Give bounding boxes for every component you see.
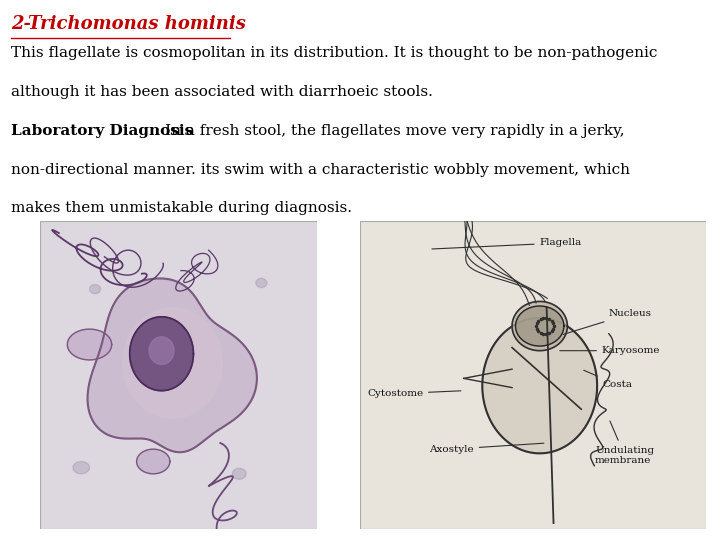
Text: Undulating
membrane: Undulating membrane [595,421,654,465]
Polygon shape [88,279,257,452]
Polygon shape [73,462,89,474]
Text: although it has been associated with diarrhoeic stools.: although it has been associated with dia… [11,85,433,99]
Polygon shape [256,278,267,288]
Circle shape [123,308,222,418]
Polygon shape [130,317,194,390]
Polygon shape [137,449,170,474]
Text: non-directional manner. its swim with a characteristic wobbly movement, which: non-directional manner. its swim with a … [11,163,630,177]
Text: 2-Trichomonas hominis: 2-Trichomonas hominis [11,15,246,33]
Text: makes them unmistakable during diagnosis.: makes them unmistakable during diagnosis… [11,201,352,215]
Polygon shape [482,318,597,454]
Text: Nucleus: Nucleus [563,309,652,334]
Text: Cytostome: Cytostome [367,389,461,399]
Text: This flagellate is cosmopolitan in its distribution. It is thought to be non-pat: This flagellate is cosmopolitan in its d… [11,46,657,60]
Text: Costa: Costa [584,370,632,389]
Text: : In a fresh stool, the flagellates move very rapidly in a jerky,: : In a fresh stool, the flagellates move… [155,124,624,138]
Polygon shape [68,329,112,360]
Text: Karyosome: Karyosome [559,346,660,355]
Polygon shape [149,337,174,364]
Text: Axostyle: Axostyle [429,443,544,454]
Polygon shape [512,301,567,350]
Polygon shape [516,306,564,346]
Polygon shape [89,285,101,294]
Text: Laboratory Diagnosis: Laboratory Diagnosis [11,124,193,138]
Polygon shape [233,468,246,480]
Text: Flagella: Flagella [432,239,582,249]
